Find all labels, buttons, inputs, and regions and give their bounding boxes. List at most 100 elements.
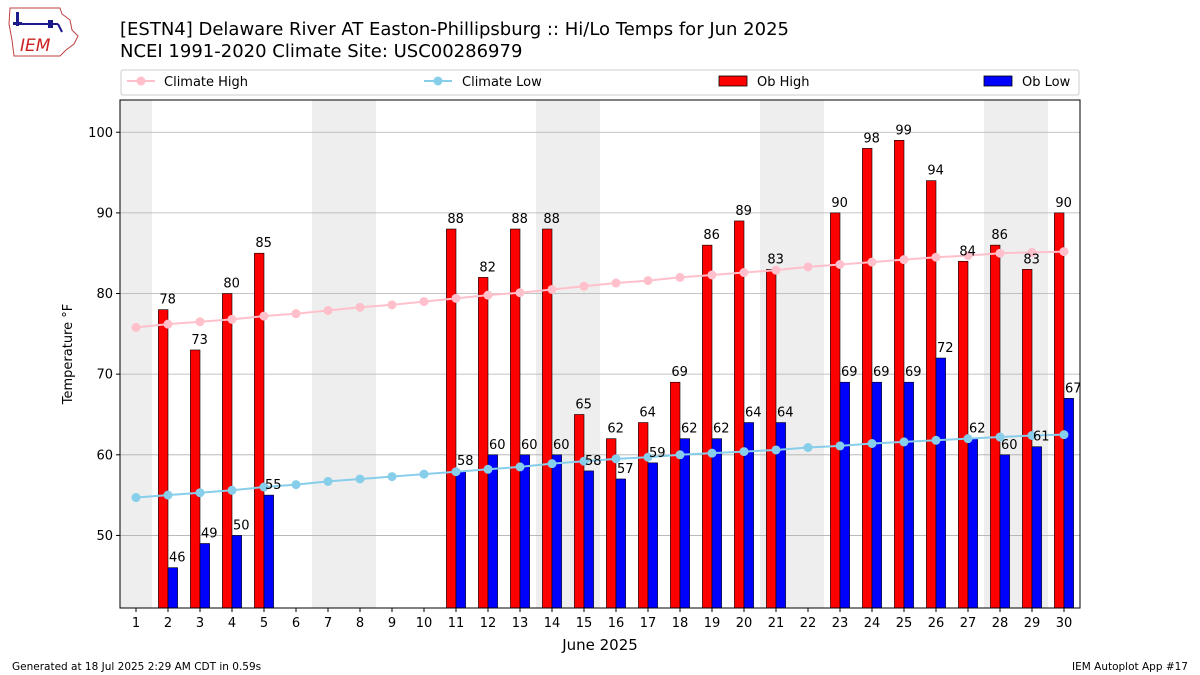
y-axis: 50 60 70 80 90 100 [88,126,120,544]
climate-low-point-21 [771,445,781,455]
ob-high-label-17: 64 [639,406,656,421]
ob-low-bar-16 [615,478,626,609]
climate-low-point-18 [675,450,685,460]
ob-high-bar-28 [990,244,1001,609]
weekend-band-8 [344,100,376,608]
iem-logo: IEM [8,7,79,57]
climate-high-point-13 [515,288,525,298]
legend-climate-low: Climate Low [424,75,542,90]
x-tick-label-4: 4 [228,616,236,631]
x-tick-label-24: 24 [864,616,881,631]
ob-low-label-11: 58 [457,454,474,469]
ob-high-bar-18 [670,381,681,609]
ob-low-bar-11 [455,470,466,609]
ob-high-label-29: 83 [1023,252,1040,267]
x-tick-label-12: 12 [480,616,497,631]
ob-high-bar-15 [574,414,585,609]
x-tick-label-8: 8 [356,616,364,631]
x-tick-label-7: 7 [324,616,332,631]
climate-low-point-19 [707,448,717,458]
ob-high-bar-26 [926,180,937,609]
climate-low-point-23 [835,441,845,451]
x-tick-label-14: 14 [544,616,561,631]
footer-generated: Generated at 18 Jul 2025 2:29 AM CDT in … [12,661,261,673]
ob-high-bar-23 [830,212,841,609]
legend-label-climate-low: Climate Low [462,75,542,90]
ob-low-bar-30 [1063,398,1074,609]
ob-low-label-3: 49 [201,526,218,541]
climate-low-point-6 [291,480,301,490]
ob-low-label-20: 64 [745,406,762,421]
ob-high-label-20: 89 [735,204,752,219]
climate-low-point-27 [963,434,973,444]
climate-high-point-30 [1059,247,1069,257]
climate-low-point-8 [355,474,365,484]
y-tick-label-50: 50 [96,529,113,544]
climate-high-point-17 [643,276,653,286]
x-tick-label-13: 13 [512,616,529,631]
ob-low-bar-23 [839,381,850,609]
ob-high-bar-3 [190,349,201,609]
ob-high-label-14: 88 [543,212,560,227]
x-tick-label-29: 29 [1024,616,1041,631]
climate-high-point-15 [579,281,589,291]
x-tick-label-16: 16 [608,616,625,631]
ob-low-label-17: 59 [649,446,666,461]
ob-high-label-11: 88 [447,212,464,227]
climate-high-point-20 [739,268,749,278]
ob-low-bar-3 [199,543,210,609]
x-tick-label-18: 18 [672,616,689,631]
x-tick-label-27: 27 [960,616,977,631]
climate-low-line [135,433,1065,499]
climate-low-point-5 [259,482,269,492]
x-tick-label-17: 17 [640,616,657,631]
ob-low-bar-15 [583,470,594,609]
bars [158,140,1074,609]
x-tick-label-3: 3 [196,616,204,631]
ob-low-label-14: 60 [553,438,570,453]
ob-high-bar-20 [734,220,745,609]
chart-subtitle: NCEI 1991-2020 Climate Site: USC00286979 [120,41,522,62]
climate-high-point-11 [451,293,461,303]
ob-low-label-13: 60 [521,438,538,453]
ob-high-bar-13 [510,228,521,609]
climate-low-point-16 [611,454,621,464]
climate-high-point-24 [867,257,877,267]
climate-lines [131,247,1069,503]
ob-high-bar-30 [1054,212,1065,609]
climate-high-point-4 [227,314,237,324]
ob-high-label-25: 99 [895,123,912,138]
ob-low-label-30: 67 [1065,381,1082,396]
ob-low-label-29: 61 [1033,430,1050,445]
y-tick-label-60: 60 [96,448,113,463]
x-tick-label-11: 11 [448,616,465,631]
y-axis-label: Temperature °F [61,304,76,405]
ob-low-bar-2 [167,567,178,609]
x-tick-label-26: 26 [928,616,945,631]
climate-low-point-30 [1059,430,1069,440]
x-tick-label-10: 10 [416,616,433,631]
ob-low-bar-12 [487,454,498,609]
ob-low-label-15: 58 [585,454,602,469]
ob-high-bar-21 [766,269,777,609]
ob-high-label-12: 82 [479,260,496,275]
climate-low-point-20 [739,447,749,457]
climate-low-point-1 [131,493,141,503]
ob-high-label-24: 98 [863,131,880,146]
bar-labels: 78 73 80 85 88 82 88 88 65 62 64 69 86 89 83 90 98 99 94 84… [159,123,1081,565]
climate-high-point-1 [131,322,141,332]
ob-low-bar-24 [871,381,882,609]
ob-high-label-18: 69 [671,365,688,380]
climate-low-point-13 [515,462,525,472]
climate-low-point-22 [803,443,813,453]
climate-low-point-15 [579,456,589,466]
climate-low-point-25 [899,437,909,447]
x-tick-label-25: 25 [896,616,913,631]
climate-low-point-9 [387,472,397,482]
ob-low-label-23: 69 [841,365,858,380]
legend-frame [120,69,1080,96]
ob-low-bar-4 [231,535,242,609]
ob-low-bar-29 [1031,446,1042,609]
x-tick-label-19: 19 [704,616,721,631]
climate-high-point-26 [931,252,941,262]
